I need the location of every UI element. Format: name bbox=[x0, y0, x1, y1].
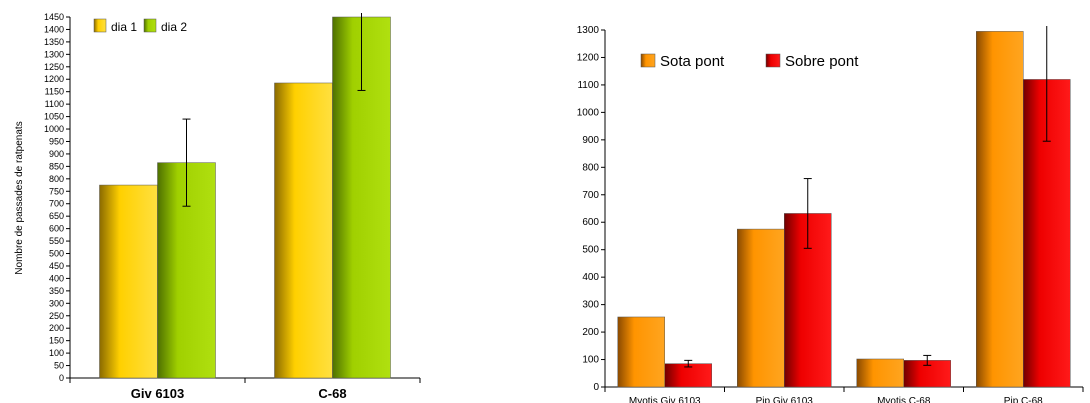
y-tick-label: 500 bbox=[582, 245, 599, 256]
bar-sota-pont bbox=[737, 228, 785, 388]
y-tick-label: 1250 bbox=[44, 62, 64, 72]
y-axis-label: Nombre de passades de ratpenats bbox=[14, 121, 25, 274]
left-bar-chart: Nombre de passades de ratpenats 0 50 100 15… bbox=[14, 12, 421, 401]
right-bar-chart: 0 100 200 300 400 500 600 700 800 900 1000 1100 1200… bbox=[577, 25, 1084, 403]
y-tick-label: 700 bbox=[582, 190, 599, 201]
y-tick-label: 300 bbox=[49, 298, 64, 308]
y-tick-label: 1050 bbox=[44, 112, 64, 122]
y-tick-label: 500 bbox=[49, 249, 64, 259]
legend-label: dia 1 bbox=[111, 20, 137, 34]
y-tick-label: 700 bbox=[49, 199, 64, 209]
y-tick-label: 650 bbox=[49, 211, 64, 221]
y-tick-label: 1300 bbox=[577, 25, 600, 36]
x-tick-label: Pip Giv 6103 bbox=[756, 396, 814, 403]
y-tick-label: 0 bbox=[593, 382, 599, 393]
y-tick-label: 450 bbox=[49, 261, 64, 271]
y-tick-label: 1300 bbox=[44, 49, 64, 59]
y-tick-label: 1100 bbox=[577, 80, 599, 91]
bar-sota-pont bbox=[976, 31, 1024, 388]
y-tick-label: 250 bbox=[49, 311, 64, 321]
bar-dia-1 bbox=[99, 184, 158, 379]
y-tick-label: 150 bbox=[49, 336, 64, 346]
legend-label: dia 2 bbox=[161, 20, 187, 34]
bar-sota-pont bbox=[617, 316, 665, 388]
y-tick-label: 200 bbox=[582, 327, 599, 338]
y-tick-label: 1000 bbox=[44, 124, 64, 134]
y-tick-label: 100 bbox=[49, 348, 64, 358]
legend-swatch bbox=[640, 53, 656, 68]
bar-dia-1 bbox=[274, 82, 333, 379]
y-tick-label: 1400 bbox=[44, 24, 64, 34]
x-tick-label: Giv 6103 bbox=[131, 386, 185, 401]
y-tick-label: 950 bbox=[49, 136, 64, 146]
x-tick-label: Myotis Giv 6103 bbox=[629, 396, 701, 403]
y-tick-label: 0 bbox=[59, 373, 64, 383]
y-tick-label: 1000 bbox=[577, 107, 600, 118]
y-tick-label: 1150 bbox=[45, 87, 64, 97]
y-tick-label: 50 bbox=[54, 361, 64, 371]
y-tick-label: 900 bbox=[582, 135, 599, 146]
y-tick-label: 550 bbox=[49, 236, 64, 246]
y-tick-label: 100 bbox=[582, 355, 599, 366]
y-tick-label: 1100 bbox=[45, 99, 64, 109]
y-tick-label: 1200 bbox=[44, 74, 64, 84]
y-tick-label: 600 bbox=[49, 224, 64, 234]
y-tick-label: 350 bbox=[49, 286, 64, 296]
bar-sota-pont bbox=[856, 358, 904, 388]
y-tick-label: 1200 bbox=[577, 52, 600, 63]
y-tick-label: 1350 bbox=[44, 37, 64, 47]
legend-swatch bbox=[765, 53, 781, 68]
legend-label: Sobre pont bbox=[785, 53, 859, 70]
y-tick-label: 200 bbox=[49, 323, 64, 333]
legend-swatch bbox=[93, 18, 107, 33]
y-tick-label: 400 bbox=[582, 272, 599, 283]
x-tick-label: Pip C-68 bbox=[1004, 396, 1043, 403]
y-tick-label: 900 bbox=[49, 149, 64, 159]
x-tick-label: Myotis C-68 bbox=[877, 396, 931, 403]
legend-label: Sota pont bbox=[660, 53, 725, 70]
y-tick-label: 750 bbox=[49, 186, 64, 196]
legend-swatch bbox=[143, 18, 157, 33]
x-tick-label: C-68 bbox=[318, 386, 346, 401]
y-tick-label: 1450 bbox=[44, 12, 64, 22]
y-tick-label: 800 bbox=[49, 174, 64, 184]
y-tick-label: 300 bbox=[582, 300, 599, 311]
y-tick-label: 800 bbox=[582, 162, 599, 173]
y-tick-label: 600 bbox=[582, 217, 599, 228]
y-tick-label: 850 bbox=[49, 161, 64, 171]
y-tick-label: 400 bbox=[49, 273, 64, 283]
